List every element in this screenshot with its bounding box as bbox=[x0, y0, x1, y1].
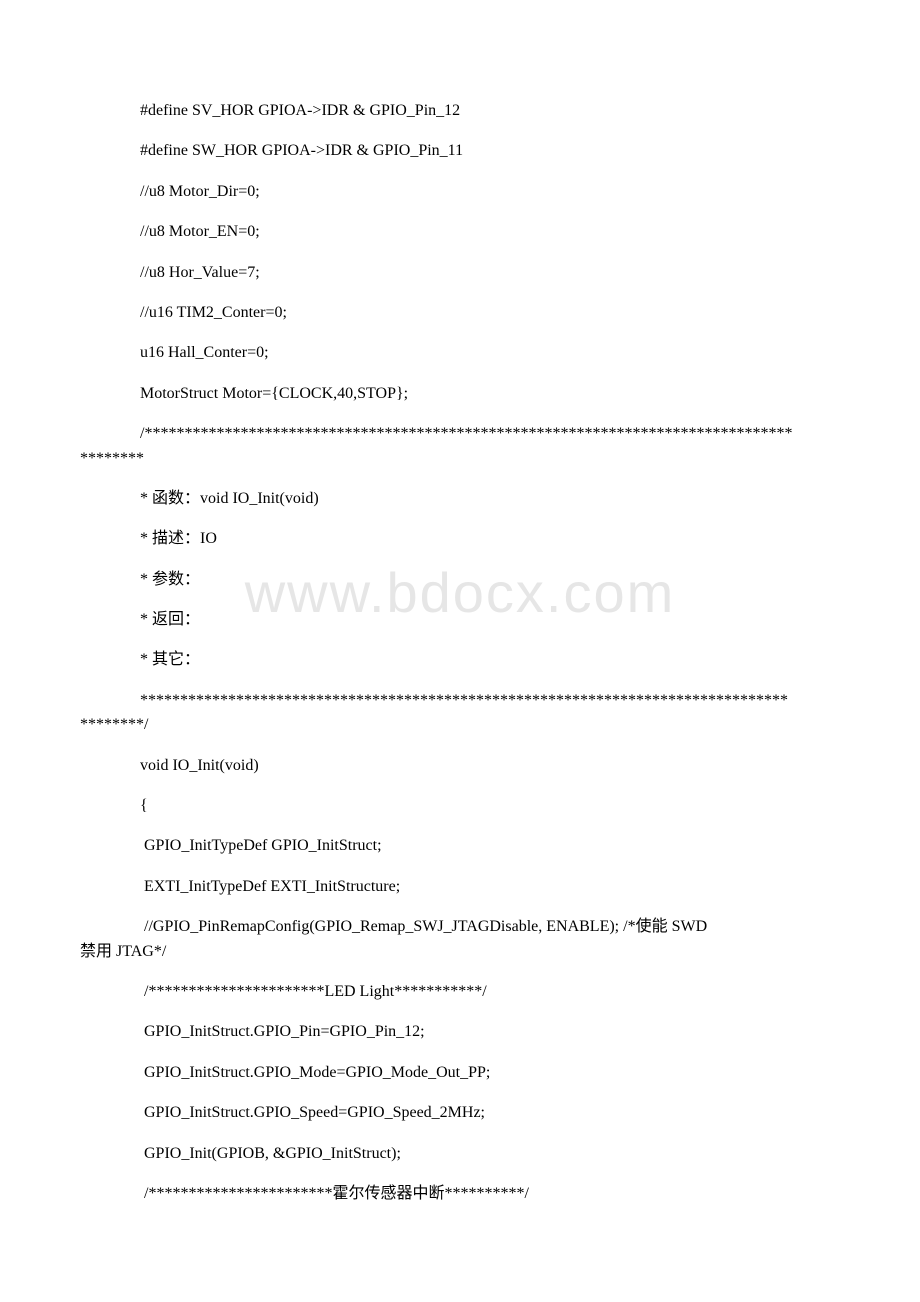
code-line: MotorStruct Motor={CLOCK,40,STOP}; bbox=[80, 383, 840, 405]
code-line: u16 Hall_Conter=0; bbox=[80, 342, 840, 364]
code-line: GPIO_InitStruct.GPIO_Mode=GPIO_Mode_Out_… bbox=[80, 1062, 840, 1084]
code-line: //u16 TIM2_Conter=0; bbox=[80, 302, 840, 324]
code-line: GPIO_Init(GPIOB, &GPIO_InitStruct); bbox=[80, 1143, 840, 1165]
code-line: * 函数：void IO_Init(void) bbox=[80, 488, 840, 510]
code-line: * 描述：IO bbox=[80, 528, 840, 550]
code-line: * 返回： bbox=[80, 609, 840, 631]
code-line: //u8 Motor_EN=0; bbox=[80, 221, 840, 243]
code-line: * 其它： bbox=[80, 649, 840, 671]
code-line: /***************************************… bbox=[80, 423, 840, 445]
code-line: * 参数： bbox=[80, 569, 840, 591]
code-line: //GPIO_PinRemapConfig(GPIO_Remap_SWJ_JTA… bbox=[80, 916, 840, 938]
code-content: #define SV_HOR GPIOA->IDR & GPIO_Pin_12 … bbox=[80, 100, 840, 1205]
code-line: GPIO_InitStruct.GPIO_Pin=GPIO_Pin_12; bbox=[80, 1021, 840, 1043]
code-line: EXTI_InitTypeDef EXTI_InitStructure; bbox=[80, 876, 840, 898]
code-line: void IO_Init(void) bbox=[80, 755, 840, 777]
code-line: GPIO_InitStruct.GPIO_Speed=GPIO_Speed_2M… bbox=[80, 1102, 840, 1124]
code-line: #define SV_HOR GPIOA->IDR & GPIO_Pin_12 bbox=[80, 100, 840, 122]
code-line: //u8 Motor_Dir=0; bbox=[80, 181, 840, 203]
code-line-cont: 禁用 JTAG*/ bbox=[80, 941, 840, 963]
code-line: ****************************************… bbox=[80, 690, 840, 712]
code-line: { bbox=[80, 795, 840, 817]
code-line-cont: ******** bbox=[80, 448, 840, 470]
code-line: GPIO_InitTypeDef GPIO_InitStruct; bbox=[80, 835, 840, 857]
code-line: /**********************LED Light********… bbox=[80, 981, 840, 1003]
code-line-cont: ********/ bbox=[80, 714, 840, 736]
code-line: /***********************霍尔传感器中断*********… bbox=[80, 1183, 840, 1205]
code-line: //u8 Hor_Value=7; bbox=[80, 262, 840, 284]
code-line: #define SW_HOR GPIOA->IDR & GPIO_Pin_11 bbox=[80, 140, 840, 162]
